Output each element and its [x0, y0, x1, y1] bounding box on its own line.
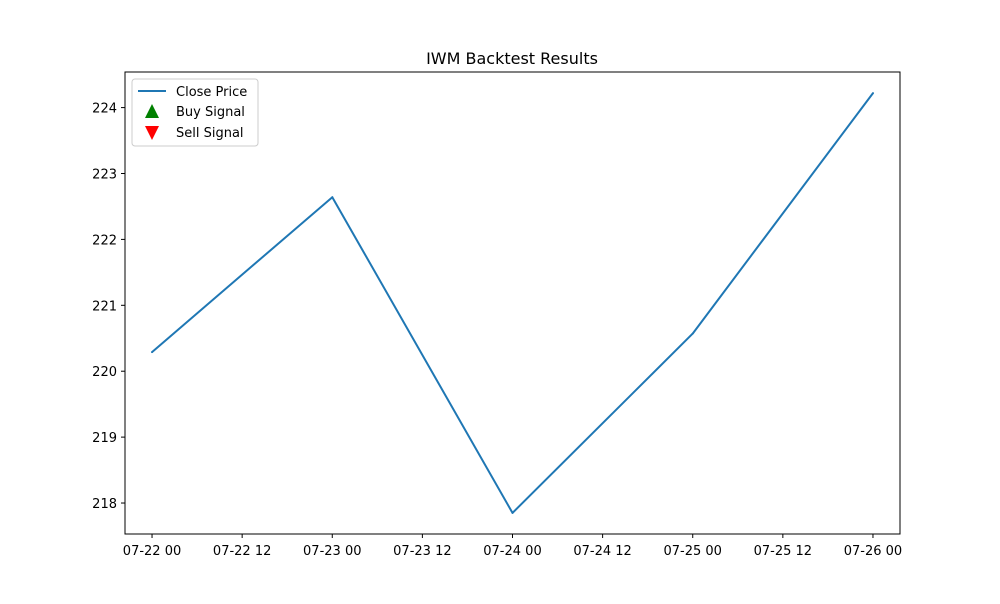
x-tick-label: 07-23 12 [393, 544, 451, 559]
y-tick-label: 218 [92, 497, 117, 512]
y-tick-label: 224 [92, 102, 117, 117]
close-price-point [331, 196, 334, 199]
x-tick-label: 07-23 00 [303, 544, 361, 559]
series-layer [151, 92, 874, 514]
plot-area [124, 71, 901, 535]
close-price-point [151, 351, 153, 354]
y-tick-label: 223 [92, 167, 117, 182]
x-axis: 07-22 00 07-22 12 07-23 00 07-23 12 07-24 00… [123, 534, 902, 559]
legend-buy-signal-label: Buy Signal [176, 105, 245, 120]
close-price-point [872, 92, 874, 95]
y-tick-label: 220 [92, 365, 117, 380]
legend: Close Price Buy Signal Sell Signal [131, 78, 259, 147]
legend-sell-signal-label: Sell Signal [176, 126, 244, 141]
close-price-point [511, 511, 514, 514]
x-tick-label: 07-26 00 [844, 544, 902, 559]
legend-buy-signal-marker [145, 104, 159, 118]
y-tick-label: 222 [92, 233, 117, 248]
legend-frame [131, 78, 259, 147]
y-tick-label: 219 [92, 431, 117, 446]
x-tick-label: 07-24 12 [573, 544, 631, 559]
y-axis: 218 219 220 221 222 223 224 [92, 102, 125, 512]
x-tick-label: 07-25 00 [664, 544, 722, 559]
legend-sell-signal-marker [145, 126, 159, 140]
close-price-point [691, 332, 694, 335]
x-tick-label: 07-22 00 [123, 544, 181, 559]
x-tick-label: 07-24 00 [483, 544, 541, 559]
x-tick-label: 07-25 12 [754, 544, 812, 559]
legend-close-price-label: Close Price [176, 85, 247, 100]
x-tick-label: 07-22 12 [213, 544, 271, 559]
chart-title: IWM Backtest Results [426, 49, 598, 68]
y-tick-label: 221 [92, 299, 117, 314]
